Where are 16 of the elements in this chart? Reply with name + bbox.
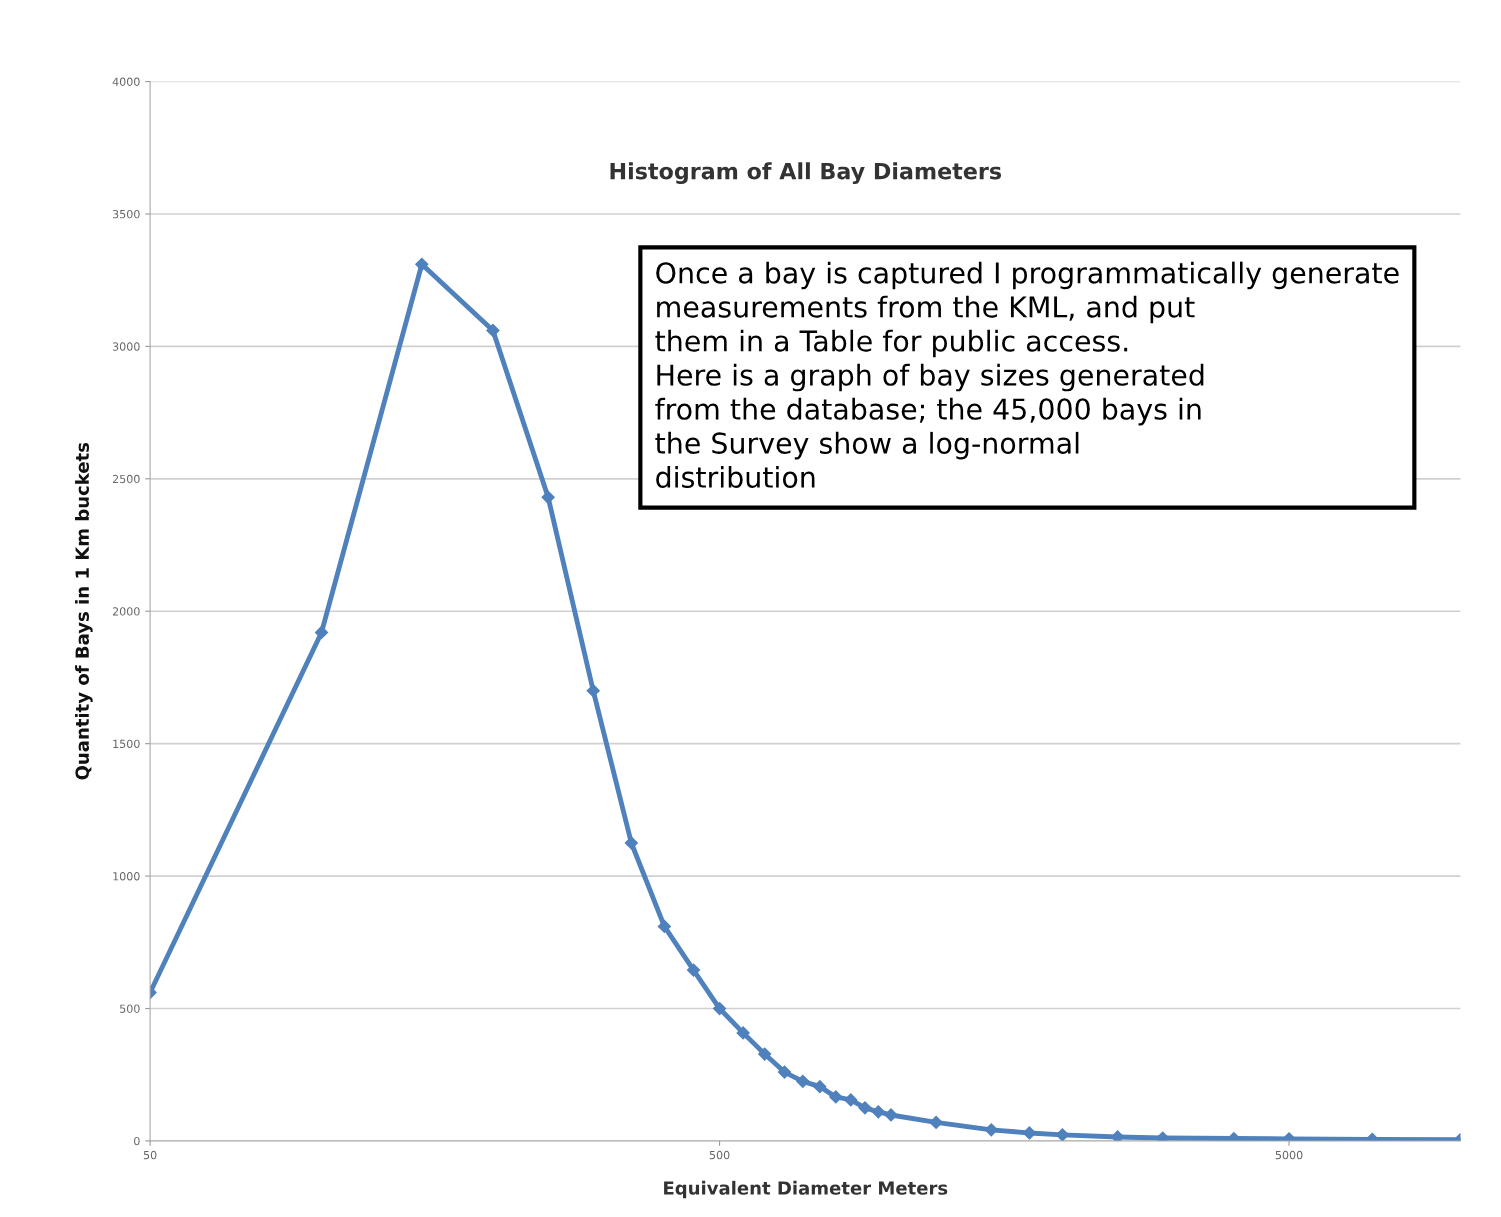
- y-tick-label: 0: [134, 1136, 140, 1146]
- y-axis-title: Quantity of Bays in 1 Km buckets: [75, 442, 93, 780]
- y-tick-label: 1000: [113, 872, 140, 881]
- y-tick-label: 3000: [112, 342, 140, 351]
- y-tick-label: 500: [120, 1004, 140, 1013]
- y-tick-label: 4000: [112, 77, 140, 86]
- text: Histogram of All Bay Diameters: [610, 162, 1002, 184]
- x-axis-title: Equivalent Diameter Meters: [664, 1180, 948, 1199]
- annotation: Once a bay is captured I programmatically generate measurements from the KML, and put them in a Table for public access. Here is a graph of bay sizes generated from the database; the 45,000 bays in the Survey show a log-normal distribution: [655, 261, 1399, 488]
- x-tick-label: 500: [709, 1150, 730, 1160]
- y-tick-label: 3500: [112, 209, 140, 219]
- x-tick-label: 50: [143, 1150, 157, 1160]
- x-tick-label: 5000: [1275, 1150, 1303, 1160]
- y-tick-label: 2000: [112, 607, 140, 616]
- y-tick-label: 2500: [112, 474, 140, 484]
- y-tick-label: 1500: [113, 739, 140, 749]
